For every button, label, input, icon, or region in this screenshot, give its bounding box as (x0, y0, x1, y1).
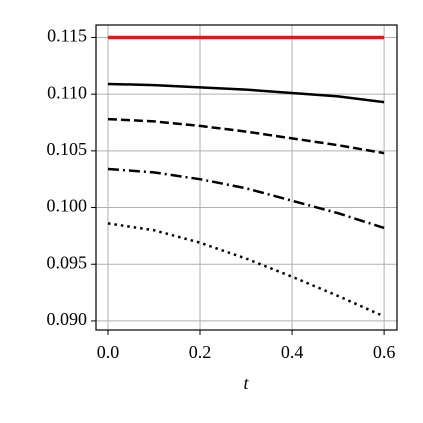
series-line (107, 117, 385, 155)
x-tick-label: 0.2 (189, 342, 212, 362)
plot-frame (95, 24, 398, 331)
x-tick-label: 0.4 (281, 342, 304, 362)
series-line (107, 167, 385, 230)
y-tick-label: 0.100 (47, 196, 88, 216)
y-tick-label: 0.115 (47, 26, 87, 46)
y-tick-label: 0.090 (47, 309, 88, 329)
y-tick-label: 0.105 (47, 139, 88, 159)
y-tick-label: 0.095 (47, 252, 88, 272)
x-tick-label: 0.0 (97, 342, 120, 362)
series-line (107, 82, 385, 104)
x-tick-label: 0.6 (373, 342, 396, 362)
series-line (107, 222, 385, 318)
y-tick-label: 0.110 (47, 82, 87, 102)
x-axis-label: t (243, 373, 249, 393)
